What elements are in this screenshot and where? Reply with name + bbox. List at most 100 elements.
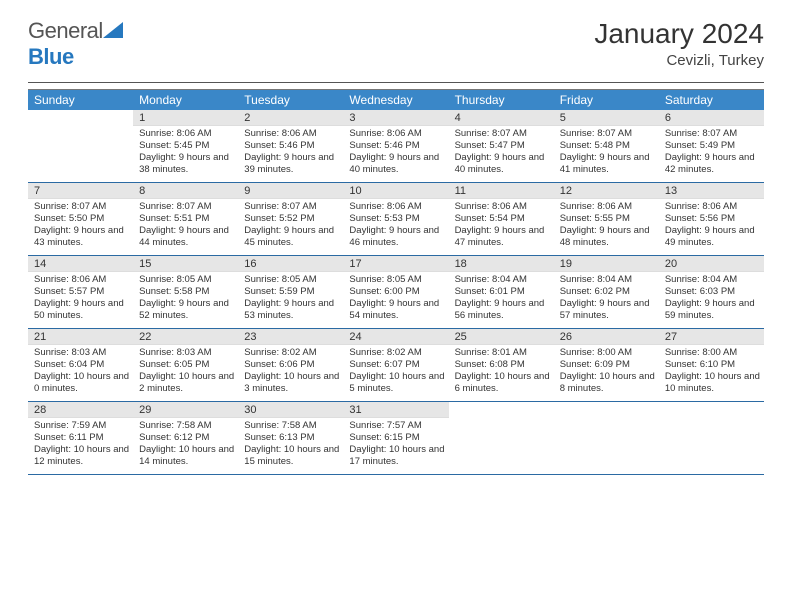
day-number: 4: [449, 110, 554, 126]
day-info: Sunrise: 8:05 AMSunset: 5:58 PMDaylight:…: [133, 272, 238, 326]
day-info: Sunrise: 8:03 AMSunset: 6:05 PMDaylight:…: [133, 345, 238, 399]
day-number: 20: [659, 256, 764, 272]
day-number: 25: [449, 329, 554, 345]
day-cell: [449, 402, 554, 474]
day-header-sun: Sunday: [28, 90, 133, 110]
day-number: 1: [133, 110, 238, 126]
day-cell: 7Sunrise: 8:07 AMSunset: 5:50 PMDaylight…: [28, 183, 133, 255]
day-cell: 15Sunrise: 8:05 AMSunset: 5:58 PMDayligh…: [133, 256, 238, 328]
day-info: Sunrise: 8:04 AMSunset: 6:03 PMDaylight:…: [659, 272, 764, 326]
day-cell: 4Sunrise: 8:07 AMSunset: 5:47 PMDaylight…: [449, 110, 554, 182]
day-number: 23: [238, 329, 343, 345]
day-number: 10: [343, 183, 448, 199]
day-cell: 14Sunrise: 8:06 AMSunset: 5:57 PMDayligh…: [28, 256, 133, 328]
weeks-container: 1Sunrise: 8:06 AMSunset: 5:45 PMDaylight…: [28, 110, 764, 475]
calendar: Sunday Monday Tuesday Wednesday Thursday…: [28, 89, 764, 475]
day-number: 8: [133, 183, 238, 199]
day-header-row: Sunday Monday Tuesday Wednesday Thursday…: [28, 90, 764, 110]
day-cell: 8Sunrise: 8:07 AMSunset: 5:51 PMDaylight…: [133, 183, 238, 255]
day-number: 11: [449, 183, 554, 199]
title-block: January 2024 Cevizli, Turkey: [594, 18, 764, 69]
day-number: 29: [133, 402, 238, 418]
header-rule: [28, 82, 764, 83]
day-cell: 28Sunrise: 7:59 AMSunset: 6:11 PMDayligh…: [28, 402, 133, 474]
logo-word-1: General: [28, 18, 103, 43]
day-cell: 2Sunrise: 8:06 AMSunset: 5:46 PMDaylight…: [238, 110, 343, 182]
day-cell: 24Sunrise: 8:02 AMSunset: 6:07 PMDayligh…: [343, 329, 448, 401]
day-number: 18: [449, 256, 554, 272]
day-header-thu: Thursday: [449, 90, 554, 110]
day-number: 31: [343, 402, 448, 418]
day-cell: 21Sunrise: 8:03 AMSunset: 6:04 PMDayligh…: [28, 329, 133, 401]
day-cell: 30Sunrise: 7:58 AMSunset: 6:13 PMDayligh…: [238, 402, 343, 474]
day-info: Sunrise: 8:06 AMSunset: 5:57 PMDaylight:…: [28, 272, 133, 326]
day-cell: 9Sunrise: 8:07 AMSunset: 5:52 PMDaylight…: [238, 183, 343, 255]
day-cell: 22Sunrise: 8:03 AMSunset: 6:05 PMDayligh…: [133, 329, 238, 401]
day-cell: 17Sunrise: 8:05 AMSunset: 6:00 PMDayligh…: [343, 256, 448, 328]
day-number: 24: [343, 329, 448, 345]
week-row: 28Sunrise: 7:59 AMSunset: 6:11 PMDayligh…: [28, 402, 764, 475]
day-info: Sunrise: 8:07 AMSunset: 5:49 PMDaylight:…: [659, 126, 764, 180]
day-info: Sunrise: 8:01 AMSunset: 6:08 PMDaylight:…: [449, 345, 554, 399]
week-row: 7Sunrise: 8:07 AMSunset: 5:50 PMDaylight…: [28, 183, 764, 256]
day-number: 30: [238, 402, 343, 418]
day-info: Sunrise: 8:05 AMSunset: 5:59 PMDaylight:…: [238, 272, 343, 326]
day-cell: 27Sunrise: 8:00 AMSunset: 6:10 PMDayligh…: [659, 329, 764, 401]
day-info: Sunrise: 8:05 AMSunset: 6:00 PMDaylight:…: [343, 272, 448, 326]
day-header-mon: Monday: [133, 90, 238, 110]
day-info: Sunrise: 8:02 AMSunset: 6:07 PMDaylight:…: [343, 345, 448, 399]
day-cell: 5Sunrise: 8:07 AMSunset: 5:48 PMDaylight…: [554, 110, 659, 182]
day-number: 26: [554, 329, 659, 345]
day-cell: 20Sunrise: 8:04 AMSunset: 6:03 PMDayligh…: [659, 256, 764, 328]
day-number: 27: [659, 329, 764, 345]
location: Cevizli, Turkey: [594, 52, 764, 69]
day-number: 2: [238, 110, 343, 126]
day-info: Sunrise: 8:07 AMSunset: 5:48 PMDaylight:…: [554, 126, 659, 180]
day-info: Sunrise: 8:07 AMSunset: 5:51 PMDaylight:…: [133, 199, 238, 253]
week-row: 21Sunrise: 8:03 AMSunset: 6:04 PMDayligh…: [28, 329, 764, 402]
day-number: 15: [133, 256, 238, 272]
day-info: Sunrise: 8:06 AMSunset: 5:53 PMDaylight:…: [343, 199, 448, 253]
day-cell: 6Sunrise: 8:07 AMSunset: 5:49 PMDaylight…: [659, 110, 764, 182]
day-info: Sunrise: 8:02 AMSunset: 6:06 PMDaylight:…: [238, 345, 343, 399]
day-info: Sunrise: 7:57 AMSunset: 6:15 PMDaylight:…: [343, 418, 448, 472]
day-cell: [28, 110, 133, 182]
day-info: Sunrise: 8:00 AMSunset: 6:09 PMDaylight:…: [554, 345, 659, 399]
day-number: 6: [659, 110, 764, 126]
day-cell: 18Sunrise: 8:04 AMSunset: 6:01 PMDayligh…: [449, 256, 554, 328]
day-cell: 19Sunrise: 8:04 AMSunset: 6:02 PMDayligh…: [554, 256, 659, 328]
day-info: Sunrise: 8:06 AMSunset: 5:56 PMDaylight:…: [659, 199, 764, 253]
day-number: 19: [554, 256, 659, 272]
day-number: 14: [28, 256, 133, 272]
month-title: January 2024: [594, 18, 764, 50]
day-header-wed: Wednesday: [343, 90, 448, 110]
logo-triangle-icon: [103, 22, 123, 38]
day-cell: 1Sunrise: 8:06 AMSunset: 5:45 PMDaylight…: [133, 110, 238, 182]
day-cell: 26Sunrise: 8:00 AMSunset: 6:09 PMDayligh…: [554, 329, 659, 401]
day-cell: [659, 402, 764, 474]
day-number: 17: [343, 256, 448, 272]
day-info: Sunrise: 8:03 AMSunset: 6:04 PMDaylight:…: [28, 345, 133, 399]
day-number: 16: [238, 256, 343, 272]
day-cell: 12Sunrise: 8:06 AMSunset: 5:55 PMDayligh…: [554, 183, 659, 255]
day-info: Sunrise: 8:06 AMSunset: 5:55 PMDaylight:…: [554, 199, 659, 253]
day-header-sat: Saturday: [659, 90, 764, 110]
day-number: 28: [28, 402, 133, 418]
day-number: 3: [343, 110, 448, 126]
day-info: Sunrise: 8:06 AMSunset: 5:54 PMDaylight:…: [449, 199, 554, 253]
logo-text: General Blue: [28, 18, 123, 70]
day-cell: 23Sunrise: 8:02 AMSunset: 6:06 PMDayligh…: [238, 329, 343, 401]
day-cell: 16Sunrise: 8:05 AMSunset: 5:59 PMDayligh…: [238, 256, 343, 328]
day-cell: [554, 402, 659, 474]
week-row: 1Sunrise: 8:06 AMSunset: 5:45 PMDaylight…: [28, 110, 764, 183]
day-cell: 11Sunrise: 8:06 AMSunset: 5:54 PMDayligh…: [449, 183, 554, 255]
day-number: 7: [28, 183, 133, 199]
day-info: Sunrise: 8:06 AMSunset: 5:46 PMDaylight:…: [343, 126, 448, 180]
day-info: Sunrise: 8:07 AMSunset: 5:52 PMDaylight:…: [238, 199, 343, 253]
logo-word-2: Blue: [28, 44, 74, 69]
day-header-tue: Tuesday: [238, 90, 343, 110]
day-cell: 25Sunrise: 8:01 AMSunset: 6:08 PMDayligh…: [449, 329, 554, 401]
day-cell: 29Sunrise: 7:58 AMSunset: 6:12 PMDayligh…: [133, 402, 238, 474]
day-number: 9: [238, 183, 343, 199]
day-number: 22: [133, 329, 238, 345]
